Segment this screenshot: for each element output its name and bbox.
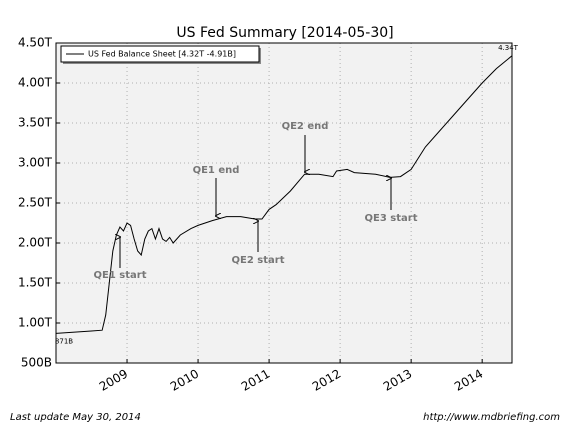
plot-frame: [55, 42, 513, 364]
y-tick-label: 1.00T: [18, 316, 53, 330]
x-tick-label: 2009: [97, 367, 130, 394]
y-tick-label: 4.50T: [18, 36, 53, 50]
legend-box: [60, 45, 260, 63]
y-tick-label: 3.50T: [18, 116, 53, 130]
annotation: QE2 end: [282, 121, 329, 132]
x-tick-label: 2014: [452, 367, 485, 394]
legend-label: US Fed Balance Sheet [4.32T -4.91B]: [88, 50, 236, 59]
x-tick-label: 2012: [310, 367, 343, 394]
annotation: QE1 end: [193, 165, 240, 176]
footer-left: Last update May 30, 2014: [10, 412, 141, 423]
data-label: 4.34T: [498, 44, 519, 52]
y-tick-label: 1.50T: [18, 276, 53, 290]
y-tick-label: 4.00T: [18, 76, 53, 90]
x-tick-label: 2011: [239, 367, 272, 394]
data-label: 871B: [55, 337, 73, 345]
data-line: [55, 55, 513, 334]
chart-title: US Fed Summary [2014-05-30]: [176, 25, 393, 41]
y-tick-label: 2.00T: [18, 236, 53, 250]
x-tick-label: 2010: [168, 367, 201, 394]
x-tick-label: 2013: [381, 367, 414, 394]
y-tick-label: 500B: [21, 356, 52, 370]
annotation: QE1 start: [94, 270, 147, 281]
footer-right: http://www.mdbriefing.com: [423, 412, 560, 423]
annotation: QE3 start: [365, 213, 418, 224]
y-tick-label: 2.50T: [18, 196, 53, 210]
annotation: QE2 start: [232, 255, 285, 266]
y-tick-label: 3.00T: [18, 156, 53, 170]
